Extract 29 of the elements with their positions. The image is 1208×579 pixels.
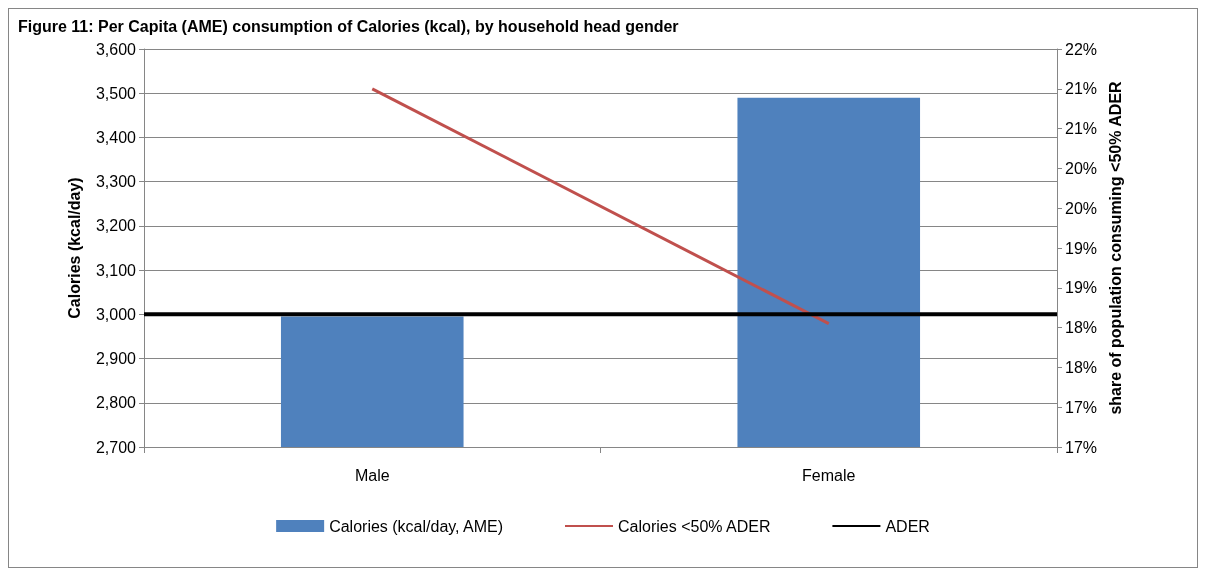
y2-axis-title: share of population consuming <50% ADER	[1107, 80, 1125, 415]
y2-tick-label: 20%	[1065, 199, 1098, 217]
y2-tick-label: 20%	[1065, 159, 1098, 177]
y2-tick-label: 17%	[1065, 398, 1098, 416]
y2-tick-label: 18%	[1065, 319, 1098, 337]
y-tick-label: 3,100	[95, 261, 137, 279]
x-tick-label: Male	[354, 466, 390, 484]
y2-tick-label: 17%	[1065, 438, 1098, 456]
y2-tick-label: 19%	[1065, 279, 1098, 297]
x-tick-label: Female	[802, 466, 856, 484]
y2-tick-label: 21%	[1065, 120, 1098, 138]
legend-label: ADER	[885, 517, 930, 535]
chart-title: Figure 11: Per Capita (AME) consumption of Calories (kcal), by household head gender	[18, 17, 679, 35]
y-tick-label: 2,800	[95, 394, 137, 412]
y-tick-label: 3,200	[95, 217, 137, 235]
legend-label: Calories <50% ADER	[618, 517, 771, 535]
y-tick-label: 3,600	[95, 40, 137, 58]
y2-tick-label: 18%	[1065, 358, 1098, 376]
y2-tick-label: 22%	[1065, 40, 1098, 58]
y-tick-label: 3,500	[95, 84, 137, 102]
y-tick-label: 3,000	[95, 305, 137, 323]
y2-tick-label: 19%	[1065, 239, 1098, 257]
y2-tick-label: 21%	[1065, 80, 1098, 98]
y-tick-label: 2,900	[95, 350, 137, 368]
y-tick-label: 3,300	[95, 173, 137, 191]
legend-label: Calories (kcal/day, AME)	[329, 517, 504, 535]
y-tick-label: 3,400	[95, 128, 137, 146]
y-tick-label: 2,700	[95, 438, 137, 456]
y-axis-title: Calories (kcal/day)	[65, 177, 83, 319]
